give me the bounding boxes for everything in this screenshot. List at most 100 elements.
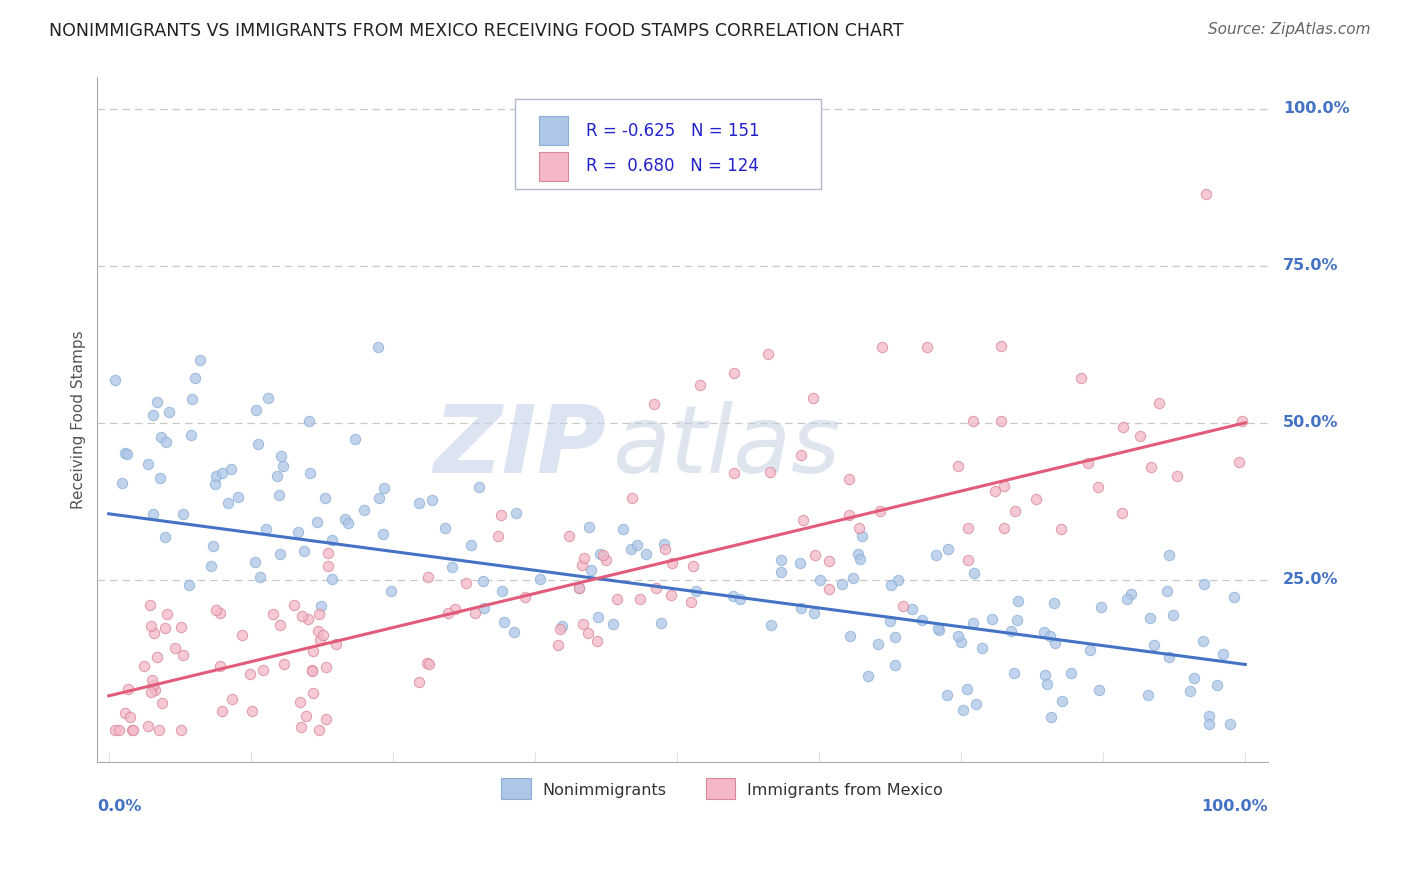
Point <box>993 521 1015 535</box>
Point <box>245 403 267 417</box>
Point <box>373 481 395 495</box>
Point <box>454 576 477 591</box>
Point <box>1121 587 1143 601</box>
Point <box>305 516 328 530</box>
Point <box>165 641 187 656</box>
Point <box>211 704 233 718</box>
Point <box>298 466 321 480</box>
Point <box>211 466 233 480</box>
Point <box>1212 647 1234 661</box>
Point <box>337 516 360 531</box>
Point <box>415 656 437 670</box>
Point <box>654 541 676 556</box>
Point <box>551 619 574 633</box>
Point <box>308 607 330 621</box>
Point <box>267 488 290 502</box>
Point <box>984 484 1007 499</box>
Y-axis label: Receiving Food Stamps: Receiving Food Stamps <box>72 330 86 509</box>
Point <box>568 581 591 595</box>
Point <box>848 521 870 535</box>
Point <box>491 583 513 598</box>
Point <box>316 559 339 574</box>
Point <box>180 428 202 442</box>
Point <box>721 589 744 603</box>
Point <box>1191 633 1213 648</box>
Point <box>759 618 782 632</box>
Point <box>301 663 323 677</box>
Point <box>606 592 628 607</box>
Point <box>513 591 536 605</box>
Point <box>309 633 332 648</box>
Point <box>143 682 166 697</box>
Point <box>1139 611 1161 625</box>
Point <box>1230 414 1253 428</box>
Point <box>838 508 860 522</box>
Text: ZIP: ZIP <box>433 401 606 493</box>
Point <box>957 521 980 535</box>
Point <box>1192 577 1215 591</box>
Point <box>416 570 439 584</box>
Point <box>1088 682 1111 697</box>
Point <box>494 615 516 629</box>
Point <box>107 723 129 738</box>
Point <box>1032 624 1054 639</box>
Point <box>256 391 278 405</box>
Point <box>869 504 891 518</box>
Point <box>408 496 430 510</box>
Point <box>578 520 600 534</box>
Point <box>117 682 139 697</box>
Point <box>308 723 330 738</box>
Point <box>1157 548 1180 562</box>
Point <box>464 606 486 620</box>
Text: 25.0%: 25.0% <box>1284 572 1339 587</box>
Point <box>149 429 172 443</box>
Point <box>472 574 495 588</box>
Point <box>1229 455 1251 469</box>
Point <box>273 657 295 671</box>
Point <box>472 600 495 615</box>
Point <box>842 571 865 585</box>
Point <box>321 533 343 548</box>
Point <box>321 572 343 586</box>
Point <box>157 405 180 419</box>
Point <box>177 578 200 592</box>
Point <box>1111 506 1133 520</box>
Bar <box>501 778 530 799</box>
Point <box>155 434 177 449</box>
Point <box>1043 596 1066 610</box>
Point <box>1002 665 1025 680</box>
Point <box>1007 594 1029 608</box>
Point <box>962 615 984 630</box>
Text: Nonimmigrants: Nonimmigrants <box>543 783 666 798</box>
Point <box>204 477 226 491</box>
Point <box>291 609 314 624</box>
Point <box>756 347 779 361</box>
Point <box>204 469 226 483</box>
Point <box>870 340 893 354</box>
Point <box>302 686 325 700</box>
Point <box>1137 688 1160 702</box>
Point <box>434 521 457 535</box>
Point <box>292 544 315 558</box>
Point <box>491 508 513 523</box>
Point <box>1004 504 1026 518</box>
Point <box>122 723 145 738</box>
Point <box>367 491 389 505</box>
Point <box>682 559 704 574</box>
Point <box>316 546 339 560</box>
Text: atlas: atlas <box>613 401 841 492</box>
Point <box>283 598 305 612</box>
Point <box>1045 636 1067 650</box>
Point <box>141 673 163 688</box>
Point <box>226 490 249 504</box>
Point <box>936 541 959 556</box>
Point <box>689 378 711 392</box>
Point <box>1049 522 1071 536</box>
Point <box>148 723 170 738</box>
Point <box>650 616 672 631</box>
Point <box>935 689 957 703</box>
Point <box>1000 624 1022 639</box>
Point <box>420 493 443 508</box>
Point <box>1060 666 1083 681</box>
Point <box>1139 459 1161 474</box>
